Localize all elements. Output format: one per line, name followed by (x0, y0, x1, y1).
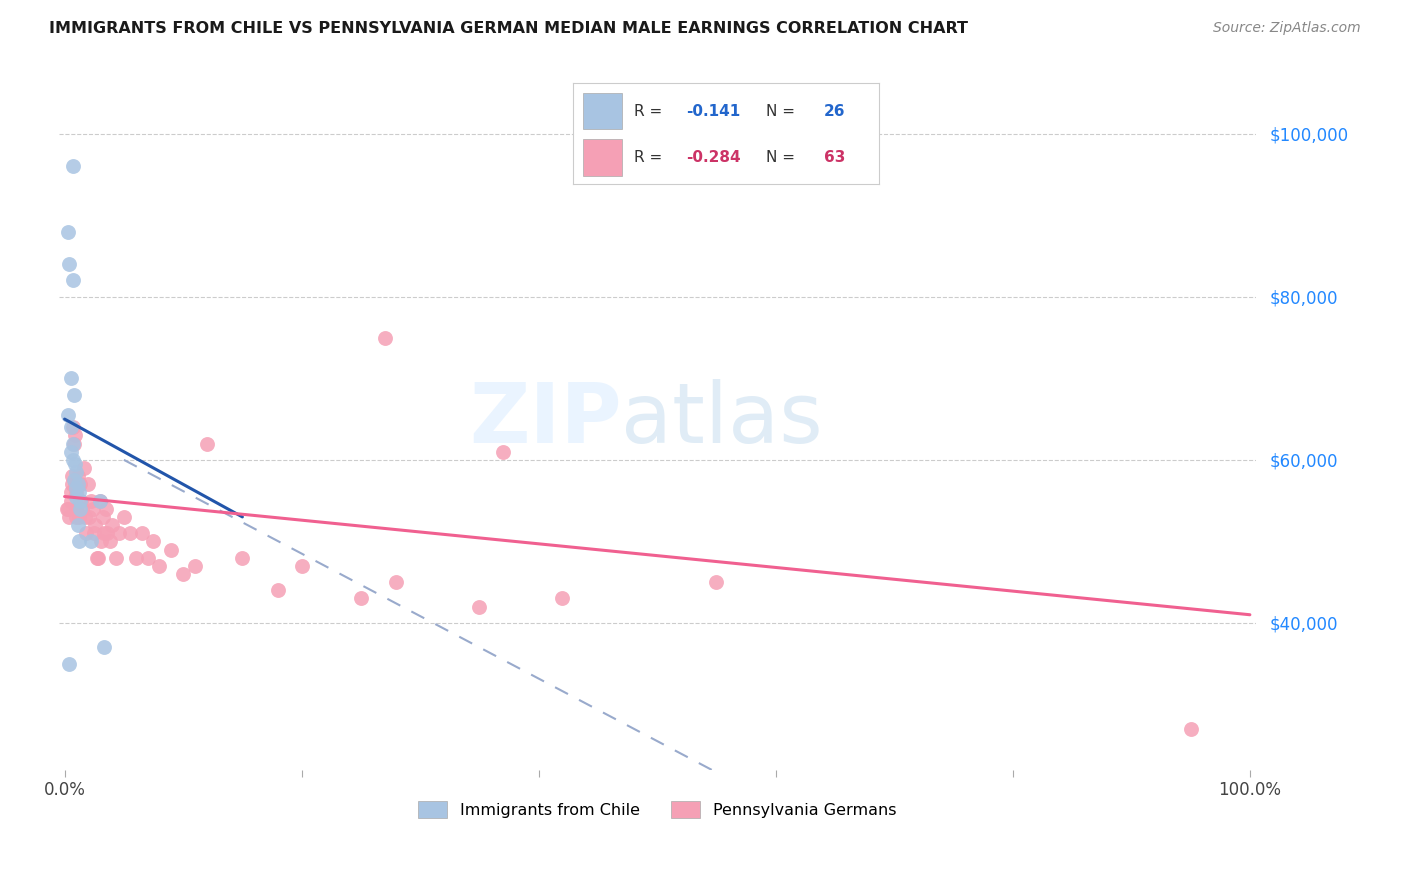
Point (66, 477, 89, 491)
Point (142, 534, 165, 549)
Point (70, 493, 93, 508)
Point (62, 453, 84, 467)
Point (118, 526, 141, 541)
Point (56, 408, 79, 422)
Text: ZIP: ZIP (468, 378, 621, 459)
Point (172, 566, 194, 581)
Point (65, 482, 87, 496)
Point (58, 657, 80, 671)
Point (59, 420, 82, 434)
Point (63, 436, 86, 450)
Point (73, 510, 96, 524)
Point (62, 159, 84, 173)
Point (98, 534, 121, 549)
Point (67, 510, 90, 524)
Point (101, 518, 124, 533)
Point (66, 469, 89, 483)
Point (267, 583, 290, 598)
Point (59, 444, 82, 458)
Point (65, 477, 87, 491)
Point (65, 457, 87, 471)
Point (93, 526, 115, 541)
Point (94, 501, 117, 516)
Point (1180, 722, 1202, 736)
Text: IMMIGRANTS FROM CHILE VS PENNSYLVANIA GERMAN MEDIAN MALE EARNINGS CORRELATION CH: IMMIGRANTS FROM CHILE VS PENNSYLVANIA GE… (49, 21, 969, 37)
Point (184, 558, 207, 573)
Point (96, 526, 118, 541)
Point (60, 477, 83, 491)
Point (58, 510, 80, 524)
Point (59, 493, 82, 508)
Point (72, 501, 94, 516)
Point (89, 493, 111, 508)
Point (350, 591, 373, 606)
Point (104, 550, 127, 565)
Point (69, 477, 91, 491)
Point (90, 534, 112, 549)
Point (83, 526, 105, 541)
Point (62, 436, 84, 450)
Point (62, 273, 84, 287)
Point (706, 575, 728, 590)
Point (385, 575, 408, 590)
Point (69, 493, 91, 508)
Point (59, 371, 82, 385)
Point (468, 599, 491, 614)
Point (91, 510, 114, 524)
Point (87, 550, 110, 565)
Point (65, 465, 87, 479)
Point (231, 550, 253, 565)
Point (79, 534, 101, 549)
Point (195, 436, 218, 450)
Point (291, 558, 314, 573)
Point (86, 550, 108, 565)
Point (58, 257, 80, 271)
Legend: Immigrants from Chile, Pennsylvania Germans: Immigrants from Chile, Pennsylvania Germ… (412, 795, 903, 825)
Point (136, 550, 159, 565)
Point (56, 501, 79, 516)
Point (79, 510, 101, 524)
Point (89, 493, 111, 508)
Point (148, 558, 170, 573)
Point (56, 501, 79, 516)
Point (65, 485, 87, 500)
Point (65, 510, 87, 524)
Point (63, 473, 86, 487)
Point (60, 469, 83, 483)
Point (66, 477, 89, 491)
Point (75, 526, 97, 541)
Point (59, 485, 82, 500)
Point (63, 387, 86, 401)
Point (131, 526, 153, 541)
Point (82, 501, 104, 516)
Point (72, 461, 94, 475)
Point (66, 518, 89, 533)
Point (67, 485, 90, 500)
Point (69, 501, 91, 516)
Point (77, 477, 100, 491)
Text: atlas: atlas (621, 378, 823, 459)
Point (492, 444, 515, 458)
Point (65, 490, 87, 504)
Point (551, 591, 574, 606)
Point (67, 534, 90, 549)
Point (56, 225, 79, 239)
Point (125, 550, 148, 565)
Point (79, 493, 101, 508)
Point (84, 518, 107, 533)
Point (112, 510, 135, 524)
Point (62, 420, 84, 434)
Point (160, 542, 183, 557)
Point (65, 501, 87, 516)
Text: Source: ZipAtlas.com: Source: ZipAtlas.com (1213, 21, 1361, 36)
Point (93, 640, 115, 655)
Point (108, 526, 131, 541)
Point (65, 428, 87, 442)
Point (374, 330, 396, 344)
